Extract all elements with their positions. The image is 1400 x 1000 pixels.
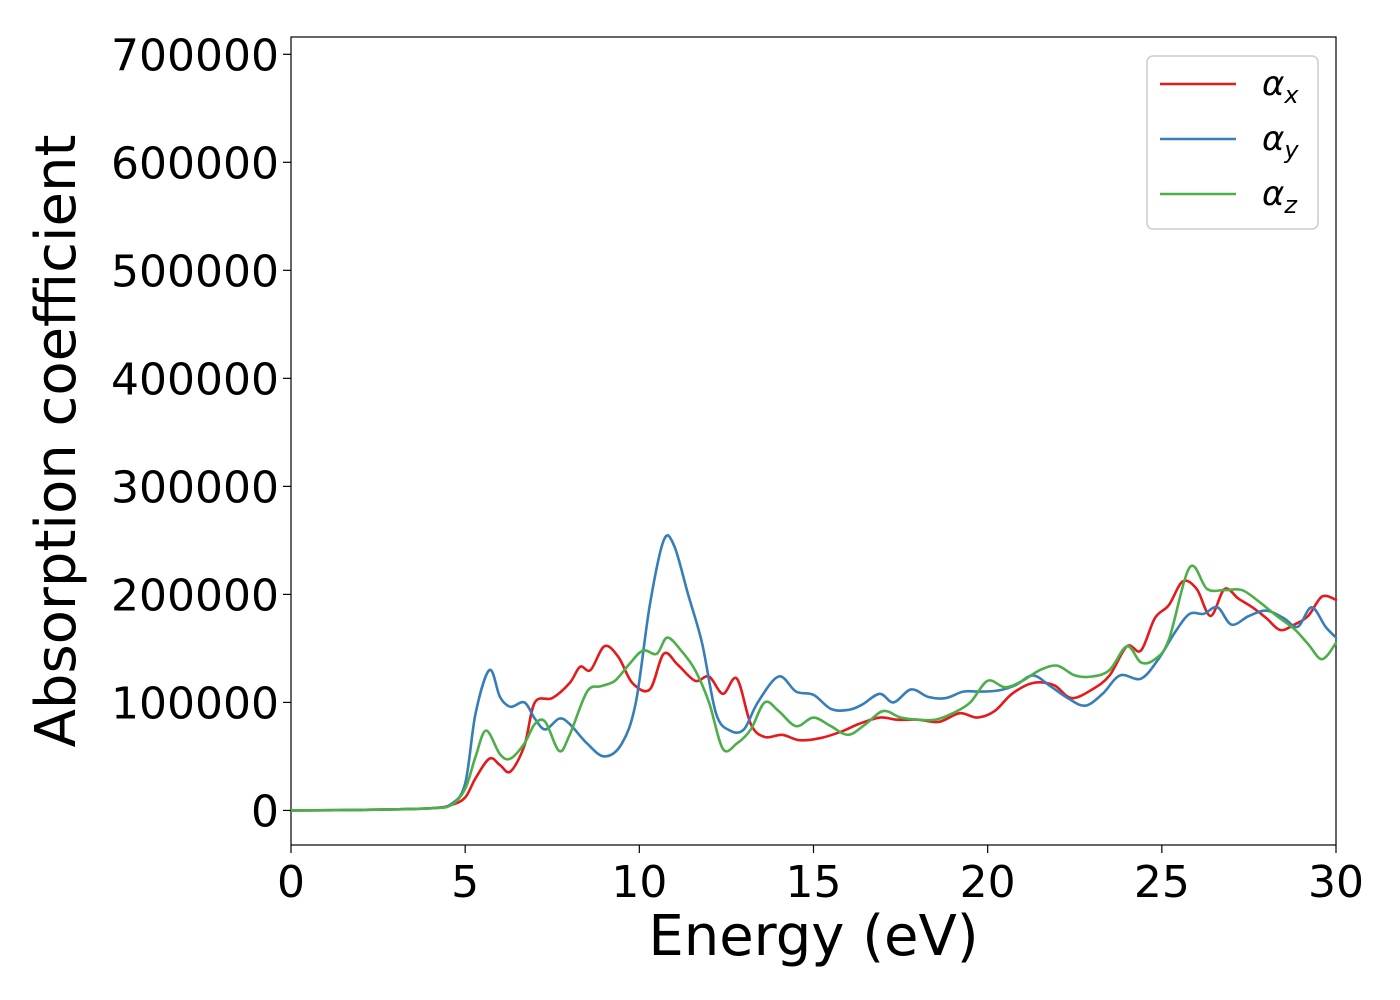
y-tick-label: 200000 xyxy=(111,570,279,621)
x-tick-label: 5 xyxy=(451,857,479,908)
legend-label-x: αx xyxy=(1262,64,1299,109)
x-tick-label: 15 xyxy=(786,857,842,908)
x-ticks: 0 5 10 15 20 25 30 xyxy=(277,845,1364,908)
x-axis-label: Energy (eV) xyxy=(648,904,978,969)
y-ticks: 0 100000 200000 300000 400000 500000 600000 700… xyxy=(111,30,291,837)
series-layer xyxy=(289,534,1338,812)
x-tick-label: 10 xyxy=(611,857,667,908)
legend: αx αy αz xyxy=(1146,55,1319,230)
series-line-y xyxy=(289,534,1338,812)
x-tick-label: 0 xyxy=(277,857,305,908)
series-line-z xyxy=(289,564,1338,812)
y-tick-label: 700000 xyxy=(111,30,279,81)
legend-label-y: αy xyxy=(1262,119,1299,164)
y-tick-label: 500000 xyxy=(111,246,279,297)
y-tick-label: 600000 xyxy=(111,138,279,189)
legend-box xyxy=(1146,55,1319,230)
y-tick-label: 100000 xyxy=(111,678,279,729)
y-axis-label: Absorption coefficient xyxy=(24,135,89,748)
x-tick-label: 20 xyxy=(960,857,1016,908)
y-tick-label: 300000 xyxy=(111,462,279,513)
legend-label-z: αz xyxy=(1262,174,1298,219)
y-tick-label: 0 xyxy=(251,786,279,837)
x-tick-label: 30 xyxy=(1308,857,1364,908)
y-tick-label: 400000 xyxy=(111,354,279,405)
x-tick-label: 25 xyxy=(1134,857,1190,908)
